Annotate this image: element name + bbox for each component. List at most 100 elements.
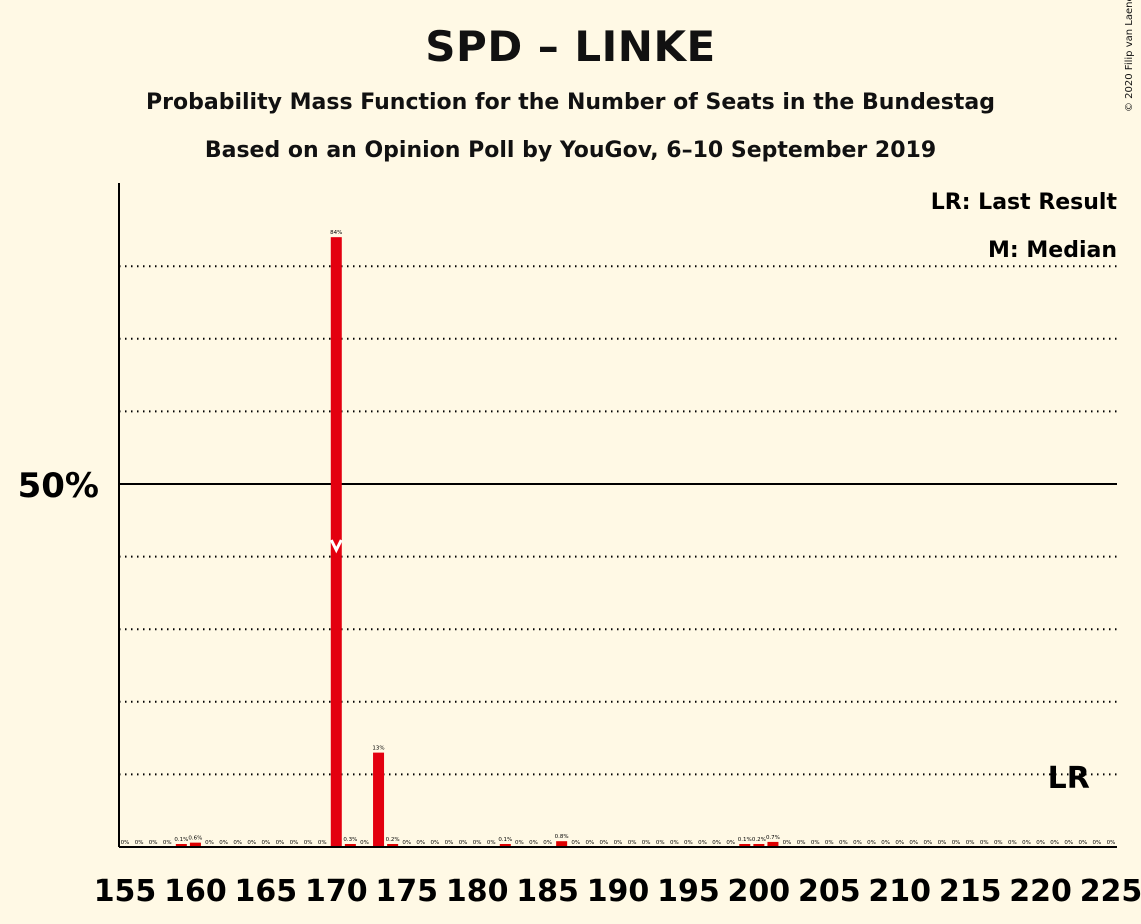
- data-label: 0%: [219, 840, 228, 846]
- data-label: 0%: [628, 840, 637, 846]
- bar: [499, 844, 511, 847]
- data-label: 0%: [149, 840, 158, 846]
- data-label: 0%: [994, 840, 1003, 846]
- data-label: 13%: [372, 746, 384, 752]
- data-label: 0%: [1064, 840, 1073, 846]
- data-label: 0%: [867, 840, 876, 846]
- data-label: 0.1%: [498, 837, 512, 843]
- data-label: 0.8%: [555, 834, 569, 840]
- x-tick-label: 195: [657, 874, 720, 909]
- bar: [556, 841, 568, 847]
- data-label: 0%: [783, 840, 792, 846]
- bars: [175, 237, 779, 847]
- chart-subtitle: Probability Mass Function for the Number…: [146, 90, 995, 115]
- data-label: 0%: [656, 840, 665, 846]
- data-label: 0.3%: [343, 837, 357, 843]
- bar: [753, 844, 765, 847]
- data-label: 0%: [585, 840, 594, 846]
- data-label: 0%: [360, 840, 369, 846]
- data-label: 0%: [797, 840, 806, 846]
- bar: [767, 841, 779, 847]
- data-label: 0%: [952, 840, 961, 846]
- data-label: 0%: [318, 840, 327, 846]
- x-tick-label: 200: [728, 874, 791, 909]
- data-label: 0.6%: [188, 836, 202, 842]
- bar: [387, 844, 399, 847]
- chart-subtitle-poll: Based on an Opinion Poll by YouGov, 6–10…: [204, 138, 937, 163]
- data-label: 0%: [163, 840, 172, 846]
- data-label: 0%: [290, 840, 299, 846]
- data-label: 0%: [895, 840, 904, 846]
- data-label: 0.2%: [752, 837, 766, 843]
- data-label: 0%: [515, 840, 524, 846]
- median-marker: [329, 539, 343, 554]
- data-label: 0%: [205, 840, 214, 846]
- y-tick-label: 50%: [18, 466, 99, 506]
- data-label: 0%: [431, 840, 440, 846]
- data-label: 0%: [135, 840, 144, 846]
- x-tick-label: 210: [868, 874, 931, 909]
- x-tick-label: 220: [1009, 874, 1072, 909]
- data-label: 0%: [839, 840, 848, 846]
- x-tick-label: 215: [939, 874, 1002, 909]
- x-tick-label: 190: [587, 874, 650, 909]
- data-label: 0%: [1008, 840, 1017, 846]
- data-label: 0%: [966, 840, 975, 846]
- bar: [739, 844, 751, 847]
- gridlines: 50%: [18, 265, 1117, 776]
- data-label: 0%: [712, 840, 721, 846]
- data-label: 0%: [1036, 840, 1045, 846]
- x-tick-label: 205: [798, 874, 861, 909]
- x-tick-labels: 155 160 165 170 175 180 185 190 195 200 205 210 215 2…: [94, 874, 1141, 909]
- x-tick-label: 160: [164, 874, 227, 909]
- data-label: 0%: [121, 840, 130, 846]
- data-label: 0%: [459, 840, 468, 846]
- legend-median: M: Median: [988, 238, 1117, 263]
- data-label: 0.2%: [386, 837, 400, 843]
- data-label: 0%: [261, 840, 270, 846]
- data-label: 0%: [642, 840, 651, 846]
- data-label: 0%: [276, 840, 285, 846]
- data-label: 0%: [1050, 840, 1059, 846]
- data-label: 0%: [543, 840, 552, 846]
- bar: [330, 237, 342, 847]
- data-label: 0%: [1093, 840, 1102, 846]
- data-label: 0%: [670, 840, 679, 846]
- data-label: 0%: [1078, 840, 1087, 846]
- data-label: 0%: [487, 840, 496, 846]
- chart-title: SPD – LINKE: [425, 22, 716, 71]
- x-tick-label: 170: [305, 874, 368, 909]
- data-label: 0%: [600, 840, 609, 846]
- data-label: 0%: [924, 840, 933, 846]
- last-result-marker: LR: [1048, 761, 1090, 796]
- data-labels: 0% 0% 0% 0% 0.1% 0.6%0% 0% 0% 0% 0% 0% 0% 0% 0%84%0.3…: [121, 230, 1116, 846]
- data-label: 0%: [825, 840, 834, 846]
- data-label: 0%: [445, 840, 454, 846]
- data-label: 0%: [909, 840, 918, 846]
- data-label: 0%: [853, 840, 862, 846]
- data-label: 0%: [938, 840, 947, 846]
- x-tick-label: 165: [235, 874, 298, 909]
- data-label: 0%: [1022, 840, 1031, 846]
- bar: [344, 844, 356, 847]
- data-label: 0.1%: [738, 837, 752, 843]
- axes: [118, 183, 1117, 848]
- data-label: 0%: [571, 840, 580, 846]
- data-label: 0%: [416, 840, 425, 846]
- data-label: 0%: [402, 840, 411, 846]
- data-label: 0%: [529, 840, 538, 846]
- x-tick-label: 225: [1080, 874, 1141, 909]
- data-label: 0%: [811, 840, 820, 846]
- data-label: 84%: [330, 230, 342, 236]
- data-label: 0%: [247, 840, 256, 846]
- data-label: 0.1%: [174, 837, 188, 843]
- data-label: 0%: [304, 840, 313, 846]
- bar: [175, 844, 187, 847]
- x-tick-label: 180: [446, 874, 509, 909]
- data-label: 0%: [1107, 840, 1116, 846]
- data-label: 0%: [881, 840, 890, 846]
- data-label: 0.7%: [766, 835, 780, 841]
- data-label: 0%: [614, 840, 623, 846]
- legend-last-result: LR: Last Result: [931, 190, 1118, 215]
- x-tick-label: 185: [516, 874, 579, 909]
